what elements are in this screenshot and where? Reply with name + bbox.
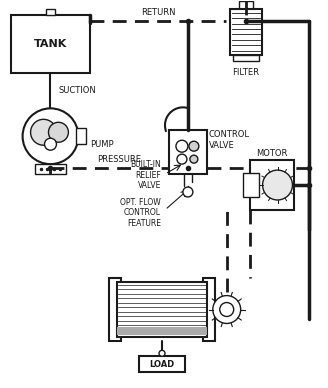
Bar bbox=[46, 9, 55, 15]
Bar bbox=[243, 173, 258, 197]
Circle shape bbox=[213, 296, 241, 324]
Bar bbox=[117, 282, 207, 338]
Bar bbox=[139, 356, 185, 372]
Bar bbox=[239, 1, 253, 9]
Circle shape bbox=[45, 138, 56, 150]
Circle shape bbox=[190, 155, 198, 163]
Text: MOTOR: MOTOR bbox=[256, 149, 287, 158]
Circle shape bbox=[177, 154, 187, 164]
Text: OPT. FLOW
CONTROL
FEATURE: OPT. FLOW CONTROL FEATURE bbox=[120, 198, 161, 228]
Text: RETURN: RETURN bbox=[141, 8, 175, 17]
Circle shape bbox=[263, 170, 293, 200]
Bar bbox=[109, 278, 121, 341]
Bar bbox=[203, 278, 215, 341]
Circle shape bbox=[23, 108, 78, 164]
Text: BUILT-IN
RELIEF
VALVE: BUILT-IN RELIEF VALVE bbox=[130, 160, 161, 190]
Bar bbox=[76, 128, 86, 144]
Circle shape bbox=[183, 187, 193, 197]
Text: PRESSURE: PRESSURE bbox=[97, 155, 141, 164]
Bar bbox=[10, 15, 90, 73]
Circle shape bbox=[189, 141, 199, 151]
Text: FILTER: FILTER bbox=[232, 68, 259, 76]
Bar bbox=[169, 130, 207, 174]
Text: CONTROL
VALVE: CONTROL VALVE bbox=[209, 130, 250, 150]
Bar bbox=[230, 9, 262, 55]
Circle shape bbox=[220, 303, 234, 317]
Bar bbox=[117, 327, 207, 335]
Text: PUMP: PUMP bbox=[90, 140, 114, 149]
Bar bbox=[34, 164, 66, 174]
Text: LOAD: LOAD bbox=[149, 360, 174, 369]
Text: TANK: TANK bbox=[34, 39, 67, 48]
Circle shape bbox=[159, 350, 165, 356]
Circle shape bbox=[49, 122, 69, 142]
Circle shape bbox=[176, 140, 188, 152]
Bar bbox=[250, 160, 295, 210]
Text: SUCTION: SUCTION bbox=[58, 87, 96, 95]
Circle shape bbox=[31, 120, 56, 145]
Bar bbox=[233, 55, 258, 61]
